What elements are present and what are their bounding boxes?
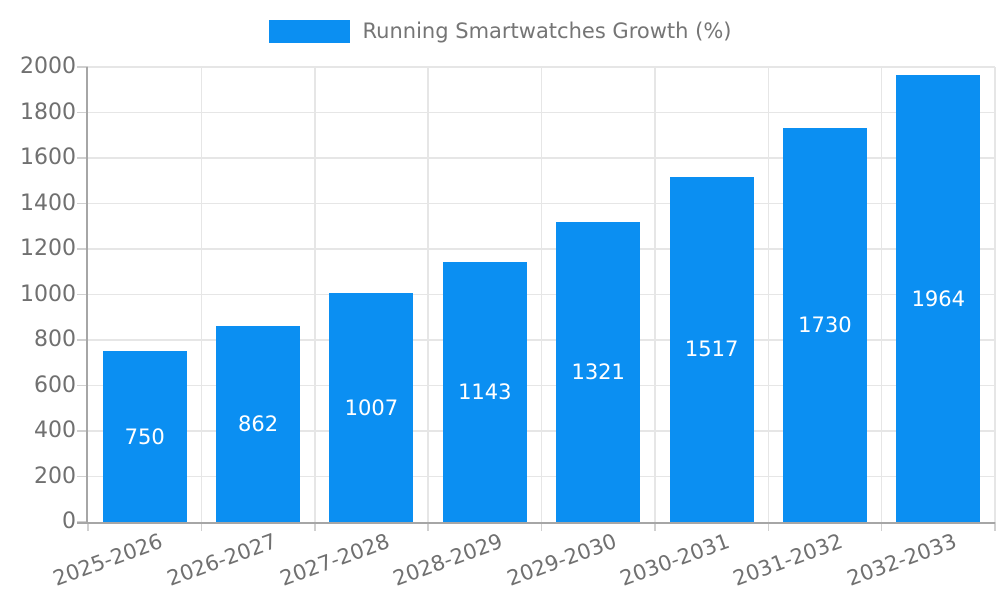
y-axis-line (86, 67, 88, 522)
bar-value-label: 862 (238, 411, 279, 436)
x-tick-label: 2027-2028 (276, 529, 393, 591)
bar (896, 75, 981, 522)
y-tick-label: 800 (34, 327, 76, 352)
v-gridline (314, 67, 316, 522)
bar (329, 292, 414, 522)
x-tick-label: 2031-2032 (730, 529, 847, 591)
x-tick-label: 2028-2029 (390, 529, 507, 591)
bar-value-label: 1321 (571, 359, 625, 384)
y-tick-label: 2000 (20, 54, 76, 79)
y-tick (77, 248, 88, 250)
x-tick-label: 2032-2033 (843, 529, 960, 591)
y-tick (77, 202, 88, 205)
v-gridline (540, 67, 543, 522)
bar-value-label: 1730 (798, 313, 852, 338)
bar-value-label: 750 (124, 424, 165, 449)
v-gridline (767, 67, 769, 522)
x-tick-label: 2029-2030 (503, 529, 620, 591)
x-tick-label: 2026-2027 (163, 529, 280, 591)
bar (442, 262, 527, 522)
y-tick-label: 1800 (20, 99, 76, 125)
x-tick-label: 2025-2026 (50, 529, 166, 591)
x-tick (87, 522, 89, 531)
bar-value-label: 1964 (911, 286, 966, 311)
x-tick (994, 522, 996, 531)
x-axis-line (77, 522, 995, 524)
bar (102, 351, 187, 522)
x-tick (880, 522, 883, 531)
y-tick-label: 1400 (20, 190, 76, 216)
v-gridline (427, 67, 429, 522)
bar (782, 128, 867, 522)
x-tick (540, 522, 543, 531)
bar-value-label: 1007 (344, 395, 399, 420)
y-tick (77, 339, 88, 341)
legend-label: Running Smartwatches Growth (%) (362, 19, 732, 43)
y-tick (77, 293, 88, 296)
legend-swatch (268, 19, 350, 43)
x-tick (200, 522, 203, 531)
y-tick (77, 157, 88, 159)
v-gridline (654, 67, 656, 522)
y-tick (77, 475, 88, 478)
y-tick (77, 430, 88, 432)
bar-value-label: 1517 (684, 337, 739, 362)
v-gridline (200, 67, 203, 522)
x-tick (314, 522, 316, 531)
x-tick (427, 522, 429, 531)
y-tick-label: 200 (34, 463, 76, 489)
bar (216, 325, 301, 522)
x-tick (767, 522, 769, 531)
legend: Running Smartwatches Growth (%) (0, 19, 1000, 43)
y-tick-label: 400 (34, 418, 76, 443)
y-tick-label: 1000 (20, 281, 76, 307)
bar (669, 176, 754, 522)
x-tick-label: 2030-2031 (617, 529, 733, 591)
y-tick (77, 111, 88, 114)
v-gridline (880, 67, 883, 522)
y-tick-label: 1600 (20, 145, 76, 170)
bar (556, 221, 641, 522)
y-tick-label: 1200 (20, 236, 76, 261)
bar-value-label: 1143 (458, 380, 512, 404)
v-gridline (994, 67, 996, 522)
y-tick-label: 600 (34, 372, 76, 398)
x-tick (654, 522, 656, 531)
y-tick (77, 66, 88, 68)
y-tick (77, 384, 88, 387)
y-tick-label: 0 (62, 509, 76, 534)
